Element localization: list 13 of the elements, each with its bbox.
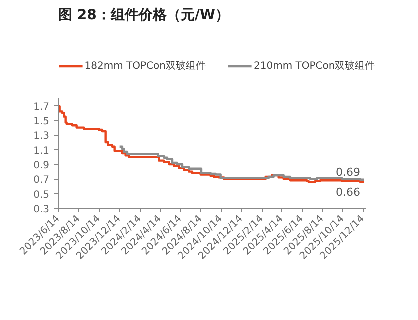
y-tick-label: 0.7: [34, 175, 50, 186]
y-tick-label: 1.3: [34, 131, 50, 142]
annotation: 0.66: [336, 186, 361, 200]
chart-title: 图 28：组件价格（元/W）: [58, 8, 230, 24]
y-tick-label: 0.3: [34, 204, 50, 216]
y-tick-label: 1.5: [34, 116, 50, 128]
y-tick-label: 0.5: [34, 190, 50, 201]
legend-label: 182mm TOPCon双玻组件: [84, 60, 206, 73]
y-tick-label: 0.9: [34, 160, 50, 172]
y-tick-label: 1.1: [34, 146, 50, 157]
annotation: 0.69: [336, 166, 361, 179]
y-tick-label: 1.7: [34, 102, 50, 113]
legend-label: 210mm TOPCon双玻组件: [254, 60, 376, 73]
